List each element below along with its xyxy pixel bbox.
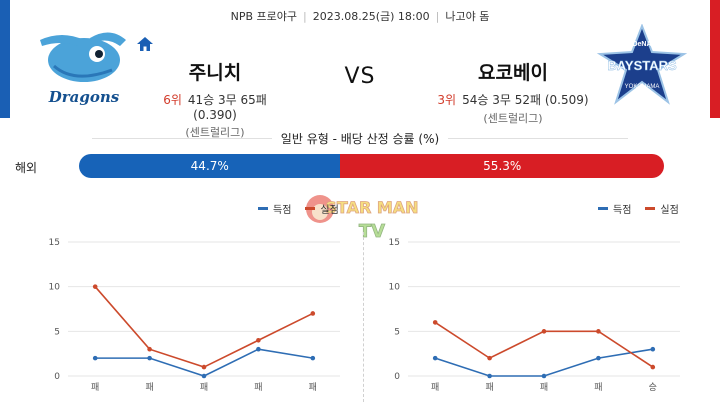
- x-tick-label: 패: [594, 382, 602, 393]
- section-title: 일반 유형 - 배당 산정 승률 (%): [280, 132, 440, 146]
- win-rate-label: 해외: [15, 161, 38, 175]
- allowed-point[interactable]: [92, 284, 98, 289]
- allowed-point[interactable]: [596, 329, 601, 334]
- y-tick-label: 0: [394, 372, 400, 382]
- baystars-logo-top-text: DeNA: [632, 41, 651, 48]
- charts-divider: [363, 232, 364, 402]
- chart-legend-home: 득점 실점: [258, 201, 339, 216]
- away-team-info: 요코베이 3위 54승 3무 52패 (0.509) (센트럴리그): [428, 58, 598, 126]
- x-tick-label: 패: [254, 382, 262, 393]
- scored-point[interactable]: [310, 355, 316, 361]
- away-win-rate-text: 55.3%: [483, 159, 522, 173]
- baystars-logo: DeNA BAYSTARS YOKOHAMA: [596, 24, 688, 105]
- home-team-name[interactable]: 주니치: [188, 62, 242, 84]
- vs-label: VS: [344, 64, 376, 89]
- allowed-point[interactable]: [147, 346, 152, 352]
- allowed-series-line: [94, 286, 314, 368]
- baystars-logo-text: BAYSTARS: [607, 58, 677, 73]
- scored-point[interactable]: [596, 355, 601, 361]
- away-team-league: (센트럴리그): [483, 112, 543, 125]
- away-team-record: 54승 3무 52패 (0.509): [462, 93, 589, 107]
- legend-swatch-allowed: [645, 207, 656, 210]
- section-divider-right: [448, 138, 628, 139]
- allowed-point[interactable]: [432, 320, 438, 325]
- scored-point[interactable]: [201, 373, 207, 379]
- y-tick-label: 15: [389, 238, 400, 248]
- allowed-point[interactable]: [256, 337, 261, 343]
- scored-series-line: [95, 348, 313, 377]
- x-tick-label: 패: [200, 382, 208, 393]
- match-datetime: 2023.08.25(금) 18:00: [312, 10, 430, 23]
- home-win-rate-text: 44.7%: [190, 159, 229, 173]
- home-icon[interactable]: [136, 36, 154, 52]
- away-recent-games-chart: 15 10 5 0 패 패 패 패 승: [389, 238, 680, 393]
- x-tick-label: 패: [309, 382, 317, 393]
- scored-point[interactable]: [92, 355, 98, 361]
- away-team-rank: 3위: [437, 93, 457, 107]
- away-team-color-edge: [710, 0, 720, 118]
- y-tick-label: 10: [389, 283, 401, 293]
- home-team-info: 주니치 6위 41승 3무 65패 (0.390) (센트럴리그): [140, 58, 290, 140]
- scored-point[interactable]: [487, 373, 492, 379]
- x-tick-label: 승: [649, 382, 657, 393]
- y-tick-label: 10: [49, 283, 61, 293]
- allowed-point[interactable]: [310, 311, 316, 316]
- legend-swatch-scored: [598, 207, 608, 210]
- legend-swatch-allowed: [305, 207, 316, 210]
- allowed-point[interactable]: [650, 364, 656, 370]
- home-team-record: 41승 3무 65패 (0.390): [187, 93, 267, 122]
- home-team-color-edge: [0, 0, 10, 118]
- legend-label-scored[interactable]: 득점: [613, 205, 632, 216]
- x-tick-label: 패: [431, 382, 439, 393]
- home-team-rank: 6위: [163, 93, 182, 107]
- y-tick-label: 5: [394, 327, 400, 337]
- allowed-point[interactable]: [541, 329, 547, 334]
- scored-point[interactable]: [432, 355, 438, 361]
- watermark-text-line1: STAR MAN: [325, 198, 418, 217]
- baystars-logo-bottom-text: YOKOHAMA: [625, 84, 660, 90]
- away-win-rate-segment: 55.3%: [340, 154, 664, 178]
- chart-legend-away: 득점 실점: [598, 201, 679, 216]
- section-divider-left: [92, 138, 272, 139]
- x-tick-label: 패: [91, 382, 99, 393]
- x-tick-label: 패: [540, 382, 548, 393]
- home-recent-games-chart: 15 10 5 0 패 패 패 패 패: [49, 238, 340, 393]
- legend-swatch-scored: [258, 207, 268, 210]
- dragons-logo: Dragons: [40, 32, 126, 106]
- scored-point[interactable]: [541, 373, 547, 379]
- away-team-name[interactable]: 요코베이: [478, 62, 548, 84]
- watermark-logo: STAR MAN TV: [306, 195, 419, 242]
- x-tick-label: 패: [485, 382, 493, 393]
- home-team-league: (센트럴리그): [185, 126, 245, 139]
- legend-label-scored[interactable]: 득점: [273, 205, 292, 216]
- allowed-point[interactable]: [487, 355, 492, 361]
- allowed-point[interactable]: [201, 364, 207, 370]
- y-tick-label: 0: [54, 372, 60, 382]
- scored-point[interactable]: [650, 346, 656, 352]
- match-header: NPB 프로야구 | 2023.08.25(금) 18:00 | 나고야 돔: [230, 10, 490, 23]
- y-tick-label: 15: [49, 238, 60, 248]
- dragons-logo-text: Dragons: [48, 88, 120, 106]
- y-tick-label: 5: [54, 327, 60, 337]
- watermark-text-line2: TV: [359, 221, 385, 242]
- win-rate-bar: 44.7% 55.3%: [79, 154, 664, 178]
- league-name: NPB 프로야구: [230, 10, 298, 23]
- scored-series-line: [434, 348, 653, 377]
- home-win-rate-segment: 44.7%: [79, 154, 341, 178]
- legend-label-allowed[interactable]: 실점: [660, 205, 679, 216]
- x-tick-label: 패: [145, 382, 153, 393]
- scored-point[interactable]: [147, 355, 152, 361]
- legend-label-allowed[interactable]: 실점: [320, 205, 339, 216]
- match-venue: 나고야 돔: [445, 10, 490, 23]
- scored-point[interactable]: [256, 346, 261, 352]
